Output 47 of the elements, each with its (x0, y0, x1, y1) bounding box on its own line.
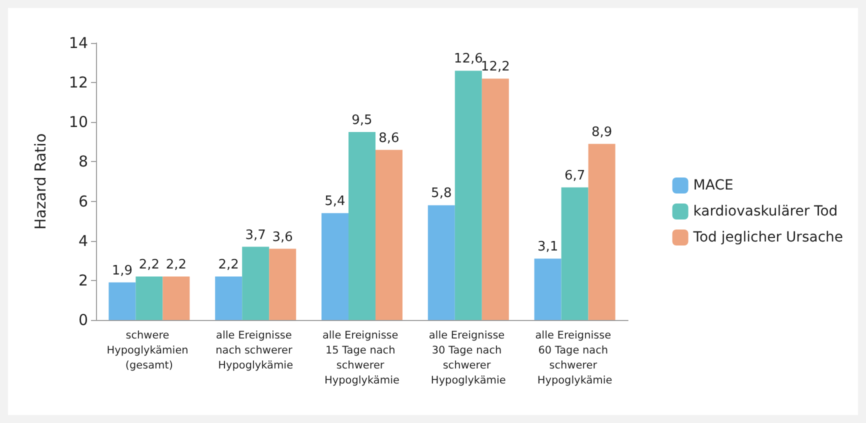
data-label: 1,9 (112, 263, 133, 278)
y-tick-label: 2 (78, 271, 88, 290)
bar (588, 144, 616, 320)
bar (348, 132, 376, 320)
data-label: 8,6 (378, 130, 400, 146)
x-tick-label: alle Ereignisse 60 Tage nach schwerer Hypoglykämie (535, 330, 614, 386)
bar (136, 276, 163, 320)
bar (482, 78, 509, 320)
bar (561, 187, 588, 320)
y-tick-label: 10 (68, 113, 88, 132)
bar (428, 205, 455, 320)
data-label: 9,5 (352, 113, 372, 128)
x-tick-label: alle Ereignisse 15 Tage nach schwerer Hypoglykämie (322, 330, 402, 386)
data-label: 12,2 (480, 60, 510, 75)
bar (454, 70, 482, 320)
legend-label: kardiovaskulärer Tod (693, 204, 838, 220)
y-tick-label: 12 (68, 74, 88, 92)
data-label: 3,1 (537, 240, 558, 255)
bar (215, 276, 242, 320)
y-tick-label: 14 (68, 34, 88, 52)
bar (269, 248, 296, 320)
bar (534, 258, 562, 320)
y-tick-label: 0 (78, 311, 88, 329)
data-label: 2,2 (166, 257, 187, 272)
data-label: 3,7 (245, 228, 266, 243)
legend-label: MACE (693, 178, 734, 194)
bar (376, 150, 402, 320)
x-tick-label: schwere Hypoglykämien (gesamt) (106, 330, 192, 372)
data-label: 3,6 (272, 230, 293, 245)
data-label: 8,9 (591, 124, 612, 140)
y-axis-title: Hazard Ratio (32, 133, 50, 230)
y-tick-label: 8 (78, 152, 88, 171)
data-label: 12,6 (454, 52, 483, 67)
bar (242, 246, 270, 320)
x-tick-label: alle Ereignisse nach schwerer Hypoglykämie (216, 330, 296, 372)
x-tick-label: alle Ereignisse 30 Tage nach schwerer Hypoglykämie (428, 330, 508, 386)
legend-label: Tod jeglicher Ursache (692, 230, 844, 246)
data-label: 5,8 (431, 186, 452, 202)
data-label: 6,7 (564, 168, 586, 184)
data-label: 5,4 (324, 194, 346, 210)
y-tick-label: 4 (78, 232, 88, 250)
bar (108, 282, 136, 320)
y-tick-label: 6 (78, 192, 88, 210)
data-label: 2,2 (138, 257, 160, 272)
data-label: 2,2 (218, 257, 239, 272)
bar (162, 276, 190, 320)
bar (322, 213, 348, 320)
